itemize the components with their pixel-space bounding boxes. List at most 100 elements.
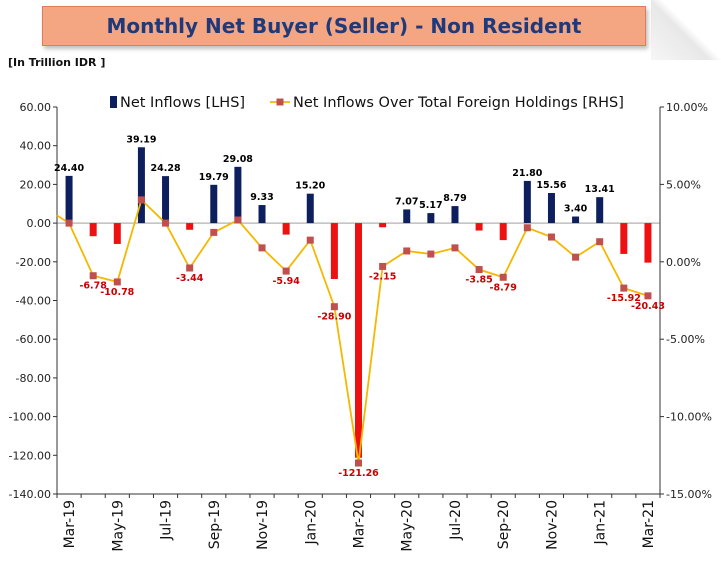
bar [620,223,628,254]
data-label: 9.33 [250,192,273,203]
bar-series [65,147,652,458]
y-tick-label: -40.00 [16,295,51,308]
data-label: 24.40 [54,163,84,174]
bar [330,223,338,280]
ratio-marker [547,233,555,241]
data-label: 24.28 [151,163,181,174]
x-tick-label: May-20 [400,500,416,552]
x-tick-label: Sep-20 [496,500,512,549]
y-tick-label: -140.00 [9,488,51,501]
ratio-series [56,196,652,467]
data-labels: 24.40 -6.78-10.78 39.19 24.28 -3.44 19.79 29.0… [54,134,665,479]
legend: Net Inflows [LHS] Net Inflows Over Total … [110,95,624,111]
data-label: 19.79 [199,172,229,183]
y-tick-label: -60.00 [16,333,51,346]
ratio-marker [282,267,290,275]
data-label: -10.78 [100,287,134,298]
bar [475,223,483,231]
x-tick-label: Jan-20 [303,500,319,545]
data-label: -3.85 [465,275,492,286]
x-tick-label: Nov-20 [544,500,560,550]
data-label: -28.90 [317,312,351,323]
data-label: 3.40 [564,204,588,215]
bar [282,223,290,235]
ratio-marker [65,219,73,227]
y-tick-label: -100.00 [9,411,51,424]
data-label: 5.17 [419,200,442,211]
data-label: 15.56 [536,180,566,191]
bar [499,223,507,241]
x-tick-label: Mar-21 [641,500,657,548]
y2-tick-label: -15.00% [666,488,712,501]
ratio-marker [113,278,121,286]
data-label: -8.79 [490,282,517,293]
ratio-line [56,198,649,464]
data-label: 13.41 [585,184,615,195]
legend-label-bars: Net Inflows [LHS] [120,95,245,111]
data-label: -2.15 [369,271,396,282]
x-tick-label: Mar-20 [352,500,368,548]
data-label: -15.92 [607,293,641,304]
y2-tick-label: 0.00% [666,256,701,269]
ratio-marker [186,264,194,272]
data-label: -5.94 [272,276,300,287]
data-label: 29.08 [223,154,253,165]
bar [403,209,411,224]
y-tick-label: -80.00 [16,372,51,385]
bar [186,223,194,230]
x-tick-label: Jan-21 [593,500,609,545]
bar [113,223,121,244]
ratio-marker [210,228,218,236]
legend-swatch-bars [110,96,117,108]
data-label: -121.26 [338,468,379,479]
x-tick-label: Sep-19 [207,500,223,549]
data-label: 39.19 [126,134,156,145]
unit-note: [In Trillion IDR ] [8,56,106,69]
x-tick-label: Mar-19 [62,500,78,548]
ratio-marker [451,244,459,252]
ratio-marker [596,238,604,246]
legend-swatch-marker [276,98,284,106]
data-label: 8.79 [443,193,466,204]
bar [523,180,531,224]
y2-tick-label: -10.00% [666,411,712,424]
y-tick-label: 40.00 [20,140,52,153]
bar [355,223,362,458]
data-label: -20.43 [631,301,665,312]
bar [451,206,459,224]
bar [258,205,266,224]
bar [427,213,435,224]
bar [596,197,604,224]
ratio-marker [572,253,580,261]
ratio-marker [620,284,628,292]
x-tick-label: Nov-19 [255,500,271,550]
ratio-marker [427,250,435,258]
ratio-marker [89,272,97,280]
ratio-marker [162,219,170,227]
bar [89,223,97,237]
data-label: 21.80 [512,168,542,179]
bar [137,147,145,224]
bar [379,223,387,228]
y-tick-label: -120.00 [9,449,51,462]
bar [210,184,218,224]
data-label: 7.07 [395,196,418,207]
bar [644,223,652,263]
bar [234,166,242,224]
y2-tick-label: 10.00% [666,101,708,114]
y-tick-label: 20.00 [20,178,52,191]
data-label: 15.20 [295,181,325,192]
y2-tick-label: 5.00% [666,178,701,191]
page-curl-decoration [651,0,721,60]
ratio-marker [403,247,411,255]
y-tick-label: 0.00 [27,217,52,230]
data-label: -3.44 [176,273,204,284]
ratio-marker [499,273,507,281]
ratio-marker [475,266,483,274]
ratio-marker [379,262,387,270]
data-label: -6.78 [79,281,107,292]
bar [162,176,170,224]
ratio-marker [523,224,531,232]
y-tick-label: 60.00 [20,101,52,114]
